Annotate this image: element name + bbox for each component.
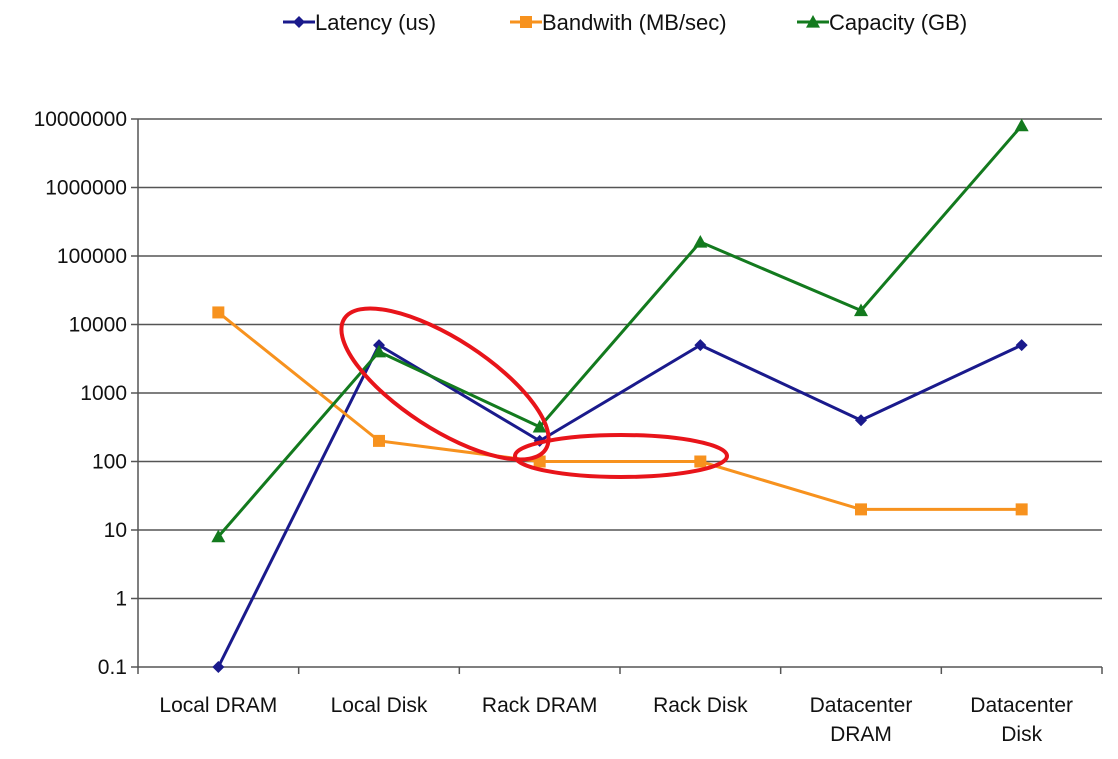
- y-tick-label: 10: [104, 519, 127, 542]
- x-tick-label: Rack Disk: [653, 694, 748, 717]
- y-tick-label: 100000: [57, 245, 127, 268]
- chart-annotations: [339, 306, 729, 479]
- data-point: [694, 455, 707, 468]
- legend-swatch-marker: [806, 15, 820, 28]
- data-point: [1014, 118, 1029, 132]
- legend-label: Capacity (GB): [829, 10, 967, 35]
- data-point: [372, 344, 386, 358]
- y-tick-label: 0.1: [98, 656, 127, 679]
- data-point: [854, 303, 868, 317]
- data-point: [693, 235, 708, 248]
- series-0: [212, 339, 1028, 673]
- y-tick-label: 10000: [69, 314, 127, 337]
- y-axis-ticks: 0.1 1 10 100 1000 10000 100000 1000000 10000000: [34, 108, 138, 679]
- x-tick-label-line: Rack DRAM: [482, 694, 598, 717]
- x-tick-label: Datacenter DRAM: [810, 694, 913, 746]
- x-tick-label-line: DRAM: [830, 723, 892, 746]
- data-point: [532, 419, 547, 433]
- series-line: [216, 343, 1023, 668]
- data-point: [1015, 339, 1028, 352]
- legend-item-1: Bandwith (MB/sec): [510, 10, 727, 35]
- x-tick-label-line: Local DRAM: [159, 694, 277, 717]
- data-point: [211, 529, 226, 543]
- y-tick-label: 1000000: [45, 177, 127, 200]
- legend-swatch-marker: [293, 16, 305, 28]
- x-tick-label: Datacenter Disk: [970, 694, 1073, 746]
- y-tick-label: 100: [92, 451, 127, 474]
- y-tick-label: 1: [115, 588, 127, 611]
- annotation-ellipse: [339, 306, 551, 462]
- x-axis-ticks: Local DRAM Local Disk Rack DRAM Rack Disk Da…: [137, 667, 1103, 746]
- series-2: [211, 118, 1029, 543]
- x-tick-label: Local Disk: [331, 694, 428, 717]
- data-point: [855, 414, 867, 427]
- legend-label: Latency (us): [315, 10, 436, 35]
- x-tick-label-line: Datacenter: [970, 694, 1073, 717]
- x-tick-label: Local DRAM: [159, 694, 277, 717]
- series-line: [217, 124, 1023, 538]
- grid-lines: [138, 118, 1102, 600]
- x-tick-label-line: Local Disk: [331, 694, 428, 717]
- x-tick-label: Rack DRAM: [482, 694, 598, 717]
- chart-series: [211, 118, 1029, 673]
- x-tick-label-line: Disk: [1001, 723, 1042, 746]
- chart-legend: Latency (us) Bandwith (MB/sec) Capacity (G…: [283, 10, 967, 35]
- data-point: [694, 339, 707, 352]
- data-point: [1015, 503, 1028, 516]
- data-point: [373, 434, 385, 447]
- data-point: [212, 306, 225, 319]
- legend-swatch-marker: [520, 16, 532, 28]
- y-tick-label: 10000000: [34, 108, 127, 131]
- annotation-ellipse: [513, 433, 729, 479]
- series-line: [217, 311, 1022, 511]
- data-point: [855, 503, 867, 516]
- series-1: [212, 306, 1028, 516]
- data-point: [212, 661, 225, 673]
- y-tick-label: 1000: [80, 382, 127, 405]
- x-tick-label-line: Rack Disk: [653, 694, 748, 717]
- legend-item-2: Capacity (GB): [797, 10, 967, 35]
- legend-item-0: Latency (us): [283, 10, 436, 35]
- legend-label: Bandwith (MB/sec): [542, 10, 727, 35]
- x-tick-label-line: Datacenter: [810, 694, 913, 717]
